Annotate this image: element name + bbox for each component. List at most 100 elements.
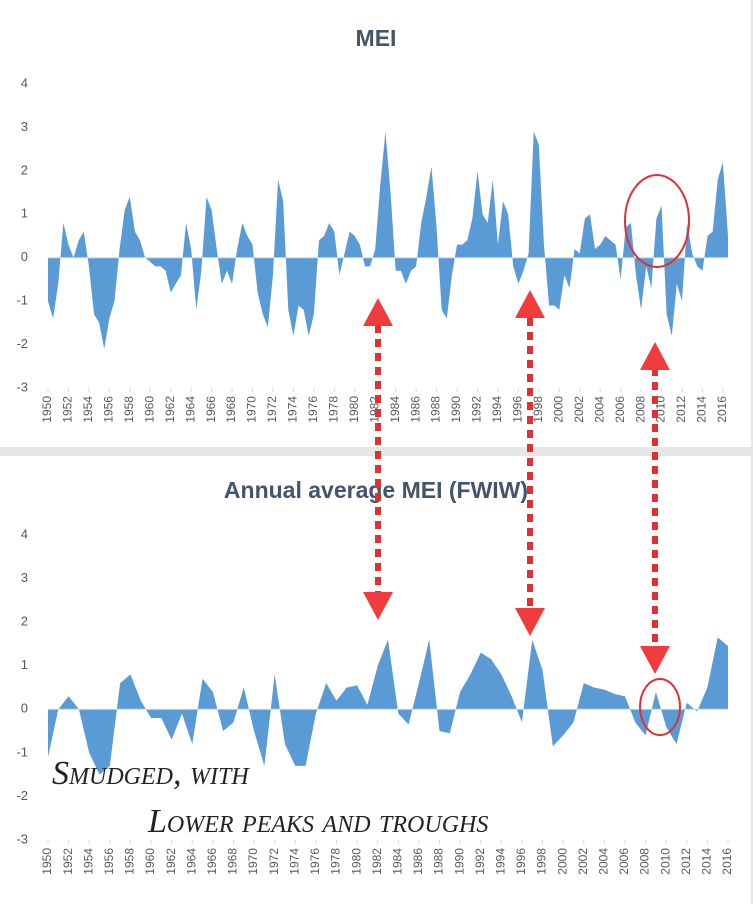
area [48,637,728,775]
y-tick-label: -1 [16,744,28,759]
x-tick-label: 1976 [308,848,322,875]
area [48,131,728,349]
x-tick-label: 1964 [184,848,198,875]
x-tick-label: 1984 [388,396,402,423]
x-tick-label: 1962 [164,848,178,875]
x-tick-label: 1954 [81,848,95,875]
x-tick-label: 2008 [638,848,652,875]
arrow-heads [363,290,670,674]
x-tick-label: 1984 [390,848,404,875]
y-tick-label: 1 [21,657,28,672]
annotation: Lower peaks and troughs [147,803,488,840]
x-tick-label: 2006 [613,396,627,423]
x-tick-label: 1968 [224,396,238,423]
x-tick-label: 1962 [163,396,177,423]
arrow-head [363,298,393,326]
y-tick-label: 3 [21,119,28,134]
x-tick-label: 1956 [102,848,116,875]
x-tick-label: 1972 [265,396,279,423]
x-tick-label: 1980 [349,848,363,875]
x-tick-label: 1982 [370,848,384,875]
x-tick-label: 1986 [411,848,425,875]
x-tick-label: 1980 [347,396,361,423]
x-tick-label: 1958 [123,848,137,875]
x-tick-label: 1956 [102,396,116,423]
y-tick-label: -2 [16,788,28,803]
x-tick-label: 1996 [511,396,525,423]
x-tick-label: 1994 [490,396,504,423]
y-tick-label: 4 [21,526,28,541]
x-tick-label: 2014 [695,396,709,423]
x-tick-label: 1992 [473,848,487,875]
x-tick-label: 1978 [326,396,340,423]
x-tick-label: 2016 [720,848,734,875]
x-tick-label: 1952 [61,396,75,423]
x-tick-label: 1998 [535,848,549,875]
x-tick-label: 1966 [205,848,219,875]
x-tick-label: 1964 [183,396,197,423]
x-tick-label: 2012 [679,848,693,875]
arrow-head [363,592,393,620]
y-tick-label: 3 [21,570,28,585]
arrow-head [640,646,670,674]
x-tick-label: 2016 [715,396,729,423]
y-tick-label: 2 [21,614,28,629]
x-tick-label: 1996 [514,848,528,875]
top-panel [0,0,751,447]
x-tick-label: 1974 [286,396,300,423]
y-tick-label: 2 [21,162,28,177]
x-tick-label: 2004 [592,396,606,423]
circle [639,678,681,736]
x-tick-label: 1992 [470,396,484,423]
y-tick-label: 0 [21,701,28,716]
circle [624,174,690,268]
x-tick-label: 2012 [674,396,688,423]
x-tick-label: 1990 [452,848,466,875]
y-tick-label: 1 [21,206,28,221]
x-tick-label: 1960 [142,396,156,423]
x-tick-label: 1994 [494,848,508,875]
x-tick-label: 1958 [122,396,136,423]
x-tick-label: 1970 [246,848,260,875]
x-tick-label: 2010 [658,848,672,875]
x-tick-label: 1954 [81,396,95,423]
y-tick-label: -3 [16,831,28,846]
x-tick-label: 1974 [287,848,301,875]
x-tick-label: 1998 [531,396,545,423]
annotation-shapes [375,174,690,736]
chart-title: MEI [356,25,397,51]
x-tick-label: 1968 [226,848,240,875]
arrow-head [515,290,545,318]
x-tick-label: 1972 [267,848,281,875]
arrow-head [515,608,545,636]
x-tick-label: 2004 [597,848,611,875]
x-tick-label: 1976 [306,396,320,423]
x-tick-label: 1950 [40,848,54,875]
y-tick-label: -1 [16,293,28,308]
x-tick-label: 2000 [555,848,569,875]
x-tick-label: 2014 [700,848,714,875]
x-tick-label: 1988 [432,848,446,875]
y-tick-label: 0 [21,249,28,264]
x-tick-label: 2002 [572,396,586,423]
x-tick-label: 1990 [449,396,463,423]
x-tick-label: 2008 [633,396,647,423]
x-tick-label: 1952 [61,848,75,875]
x-tick-label: 2002 [576,848,590,875]
x-tick-label: 2006 [617,848,631,875]
y-tick-label: 4 [21,75,28,90]
plots: -3 -2 -1 0 1 2 3 4 1950 1952 1954 1956 1958 1960 1962 1… [16,75,734,874]
x-tick-label: 1986 [408,396,422,423]
x-tick-label: 1950 [40,396,54,423]
y-tick-label: -3 [16,379,28,394]
x-tick-label: 2000 [551,396,565,423]
x-tick-label: 1970 [245,396,259,423]
x-tick-label: 1988 [429,396,443,423]
x-tick-label: 1966 [204,396,218,423]
annotation: Smudged, with [52,755,250,792]
y-tick-label: -2 [16,336,28,351]
arrow-head [640,342,670,370]
x-tick-label: 1978 [329,848,343,875]
x-tick-label: 1960 [143,848,157,875]
